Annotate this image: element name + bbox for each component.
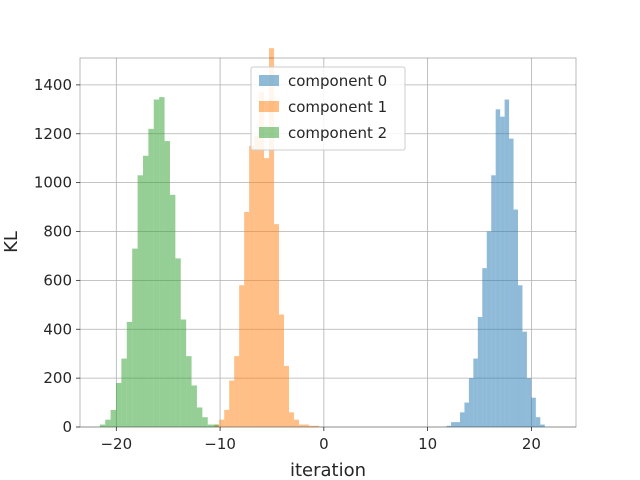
histogram-bar-series-2 bbox=[148, 128, 154, 427]
histogram-bar-series-1 bbox=[229, 380, 235, 427]
histogram-bar-series-1 bbox=[274, 224, 280, 427]
histogram-bar-series-0 bbox=[500, 116, 505, 427]
histogram-bar-series-0 bbox=[526, 378, 532, 427]
histogram-bar-series-0 bbox=[482, 268, 487, 427]
histogram-bar-series-0 bbox=[459, 412, 465, 427]
histogram-bar-series-1 bbox=[303, 424, 309, 427]
histogram-bar-series-1 bbox=[239, 285, 245, 427]
x-tick-label: −10 bbox=[204, 435, 236, 453]
x-tick-label: 10 bbox=[418, 435, 437, 453]
y-tick-label: 1000 bbox=[34, 174, 72, 192]
histogram-bar-series-2 bbox=[186, 356, 192, 427]
histogram-bar-series-2 bbox=[159, 97, 165, 427]
legend-label: component 0 bbox=[288, 72, 387, 90]
plot-area-frame bbox=[79, 57, 577, 428]
histogram-bar-series-1 bbox=[313, 425, 319, 427]
histogram-bar-series-2 bbox=[207, 424, 214, 427]
legend-label: component 2 bbox=[288, 124, 387, 142]
histogram-bar-series-2 bbox=[169, 194, 176, 427]
y-axis-ticks: 0 200 400 600 800 1000 1200 1400 bbox=[34, 76, 80, 436]
x-tick-label: 20 bbox=[522, 435, 541, 453]
legend-label: component 1 bbox=[288, 98, 387, 116]
y-tick-label: 200 bbox=[43, 369, 72, 387]
y-tick-label: 600 bbox=[43, 271, 72, 289]
x-axis-label: iteration bbox=[290, 460, 366, 480]
histogram-bar-series-1 bbox=[264, 158, 270, 427]
histogram-bar-series-0 bbox=[455, 422, 460, 427]
histogram-bar-series-0 bbox=[513, 209, 518, 427]
legend-swatch bbox=[259, 127, 279, 138]
histogram-bar-series-2 bbox=[105, 419, 111, 427]
histogram-bar-series-2 bbox=[180, 319, 187, 427]
y-tick-label: 1400 bbox=[34, 76, 72, 94]
histogram-bar-series-1 bbox=[219, 419, 225, 427]
histogram-bar-series-0 bbox=[491, 175, 496, 427]
legend-swatch bbox=[259, 75, 279, 86]
histogram-bar-series-2 bbox=[137, 175, 143, 427]
histogram-bar-series-0 bbox=[540, 424, 545, 427]
histogram-bar-series-1 bbox=[288, 412, 294, 427]
histogram-bar-series-1 bbox=[308, 425, 314, 427]
histogram-bar-series-0 bbox=[451, 422, 456, 427]
legend-swatch bbox=[259, 101, 279, 112]
histogram-bar-series-0 bbox=[477, 317, 483, 427]
histogram-bar-series-2 bbox=[191, 385, 197, 427]
y-tick-label: 1200 bbox=[34, 125, 72, 143]
histogram-bar-series-2 bbox=[196, 407, 203, 427]
histogram-bar-series-2 bbox=[116, 383, 122, 427]
y-tick-label: 400 bbox=[43, 320, 72, 338]
histogram-bar-series-0 bbox=[473, 358, 478, 427]
histogram-bar-series-1 bbox=[259, 92, 265, 428]
histogram-bar-series-2 bbox=[164, 141, 170, 427]
histogram-bar-series-1 bbox=[279, 314, 285, 427]
histogram-bar-series-2 bbox=[121, 358, 127, 427]
y-tick-label: 800 bbox=[43, 223, 72, 241]
x-tick-label: 0 bbox=[319, 435, 329, 453]
histogram-bar-series-1 bbox=[244, 211, 250, 427]
histogram-bar-series-2 bbox=[153, 99, 160, 428]
histogram-bar-series-1 bbox=[298, 424, 304, 427]
histogram-bar-series-0 bbox=[468, 378, 474, 427]
histogram-bar-series-0 bbox=[504, 99, 510, 428]
histogram-bar-series-2 bbox=[110, 409, 117, 427]
x-axis-ticks: −20 −10 0 10 20 bbox=[100, 427, 541, 453]
histogram-bar-series-2 bbox=[175, 258, 181, 427]
histogram-bar-series-2 bbox=[132, 248, 138, 427]
histogram-bar-series-1 bbox=[254, 136, 260, 427]
legend: component 0 component 1 component 2 bbox=[250, 66, 406, 151]
histogram-bars bbox=[99, 48, 545, 428]
histogram-bar-series-0 bbox=[495, 109, 501, 428]
histogram-bar-series-2 bbox=[142, 155, 149, 427]
histogram-bar-series-1 bbox=[249, 145, 255, 427]
legend-box bbox=[250, 66, 406, 151]
histogram-bar-series-1 bbox=[269, 48, 275, 428]
histogram-bar-series-0 bbox=[509, 138, 514, 427]
histogram-bar-series-2 bbox=[213, 424, 219, 427]
histogram-bar-series-0 bbox=[522, 331, 527, 427]
histogram-bar-series-0 bbox=[464, 402, 469, 427]
histogram-bar-series-0 bbox=[446, 425, 452, 427]
histogram-bar-series-0 bbox=[517, 285, 523, 427]
histogram-bar-series-1 bbox=[234, 356, 240, 427]
histogram-bar-series-2 bbox=[126, 321, 133, 427]
histogram-bar-series-0 bbox=[531, 397, 536, 427]
y-axis-label: KL bbox=[1, 231, 22, 253]
x-tick-label: −20 bbox=[100, 435, 132, 453]
histogram-bar-series-2 bbox=[202, 417, 208, 427]
y-tick-label: 0 bbox=[62, 418, 72, 436]
histogram-bar-series-1 bbox=[224, 409, 230, 427]
histogram-bar-series-1 bbox=[293, 419, 299, 427]
histogram-bar-series-0 bbox=[486, 231, 492, 427]
histogram-bar-series-1 bbox=[284, 365, 289, 427]
histogram-bar-series-0 bbox=[535, 417, 541, 427]
histogram-bar-series-2 bbox=[99, 424, 106, 427]
